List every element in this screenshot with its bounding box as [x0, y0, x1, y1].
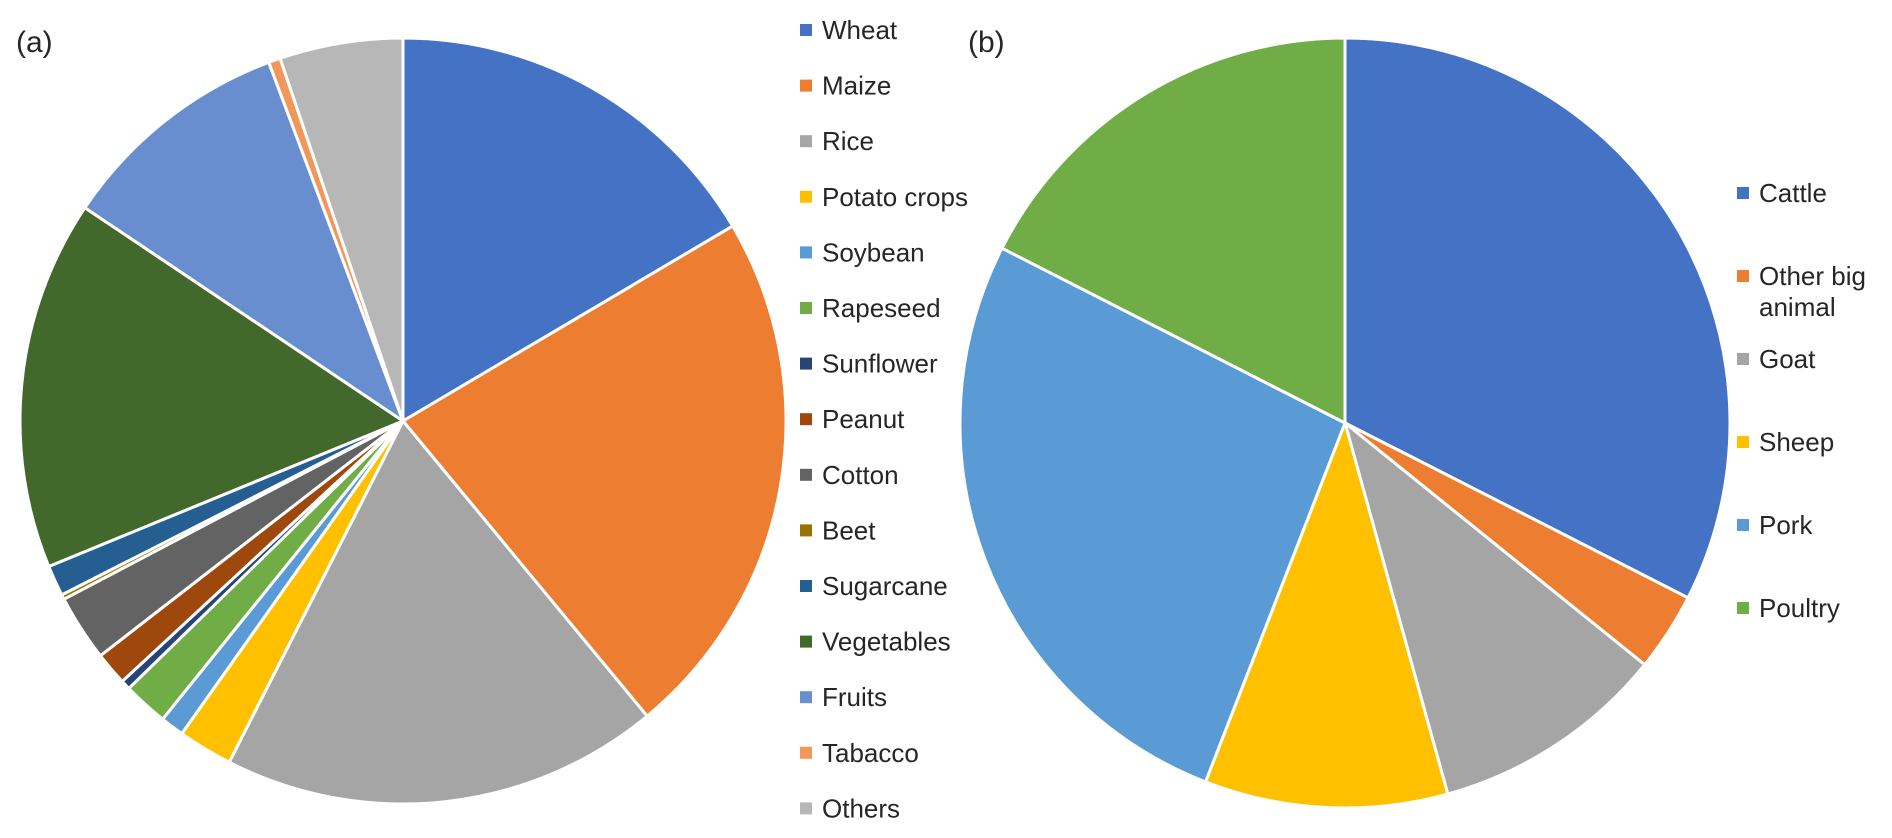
chart-a: (a) Wheat Maize Rice Potato crops Soybean Rap… — [16, 15, 968, 823]
legend-item-rice: Rice — [800, 126, 874, 156]
legend-label: Cattle — [1759, 178, 1827, 208]
pie-slice-poultry — [1000, 36, 1347, 425]
legend-swatch — [800, 302, 812, 314]
legend-swatch — [1737, 519, 1749, 531]
pie-slice-sheep — [1204, 421, 1450, 810]
legend-swatch — [800, 413, 812, 426]
legend-label: Others — [822, 793, 900, 823]
legend-swatch — [800, 79, 812, 92]
legend-item-tabacco: Tabacco — [800, 738, 919, 768]
legend-label: Rapeseed — [822, 293, 941, 323]
legend-swatch — [800, 691, 812, 704]
legend-label: Wheat — [822, 15, 898, 45]
legend-label: Maize — [822, 71, 891, 101]
legend-label: Rice — [822, 126, 874, 156]
legend-item-pork: Pork — [1737, 510, 1813, 540]
legend-b: Cattle Other big animal Goat Sheep Pork Poultr… — [1737, 178, 1866, 623]
pie-slice-cattle — [1343, 36, 1732, 600]
legend-swatch — [800, 635, 812, 648]
legend-label: Pork — [1759, 510, 1813, 540]
legend-item-sheep: Sheep — [1737, 427, 1834, 457]
legend-item-cotton: Cotton — [800, 460, 899, 490]
legend-item-other-big-animal: Other big animal — [1737, 261, 1866, 322]
legend-swatch — [800, 746, 812, 759]
pie-slice-rice — [227, 419, 649, 806]
legend-swatch — [800, 524, 812, 537]
legend-label: Sheep — [1759, 427, 1834, 457]
legend-item-soybean: Soybean — [800, 237, 925, 267]
pie-slice-wheat — [401, 36, 735, 423]
legend-label: Fruits — [822, 682, 887, 712]
legend-swatch — [800, 357, 812, 370]
legend-label: Other big animal — [1759, 261, 1866, 322]
legend-label: Tabacco — [822, 738, 919, 768]
legend-item-others: Others — [800, 793, 900, 823]
legend-item-sunflower: Sunflower — [800, 349, 938, 379]
legend-item-peanut: Peanut — [800, 404, 905, 434]
legend-item-fruits: Fruits — [800, 682, 887, 712]
panel-label-b: (b) — [968, 26, 1005, 59]
legend-item-sugarcane: Sugarcane — [800, 571, 948, 601]
legend-swatch — [800, 468, 812, 481]
legend-label: Beet — [822, 515, 876, 545]
legend-swatch — [800, 802, 812, 815]
chart-b: (b) Cattle Other big animal Goat Sheep Pork Po… — [958, 26, 1866, 810]
legend-swatch — [1737, 436, 1749, 448]
legend-label: Cotton — [822, 460, 899, 490]
pie-slice-maize — [401, 224, 788, 718]
panel-label-a: (a) — [16, 26, 53, 59]
legend-item-vegetables: Vegetables — [800, 627, 951, 657]
legend-item-rapeseed: Rapeseed — [800, 293, 941, 323]
legend-swatch — [800, 580, 812, 592]
legend-swatch — [800, 24, 812, 36]
legend-label: Goat — [1759, 344, 1816, 374]
pie-slice-pork — [958, 246, 1347, 784]
pie-a — [18, 36, 788, 806]
legend-swatch — [1737, 353, 1749, 365]
legend-swatch — [800, 135, 812, 148]
pie-slice-fruits — [83, 60, 405, 423]
legend-swatch — [1737, 270, 1749, 282]
pie-b — [958, 36, 1732, 810]
legend-swatch — [1737, 602, 1749, 614]
legend-label: Peanut — [822, 404, 905, 434]
legend-label: Potato crops — [822, 182, 968, 212]
legend-item-cattle: Cattle — [1737, 178, 1827, 208]
legend-item-maize: Maize — [800, 71, 891, 101]
legend-label: Sugarcane — [822, 571, 948, 601]
legend-item-potato-crops: Potato crops — [800, 182, 968, 212]
legend-item-goat: Goat — [1737, 344, 1816, 374]
legend-item-poultry: Poultry — [1737, 593, 1840, 623]
pie-slice-others — [278, 36, 405, 423]
legend-label: Soybean — [822, 237, 925, 267]
legend-item-wheat: Wheat — [800, 15, 898, 45]
legend-a: Wheat Maize Rice Potato crops Soybean Rapesee… — [800, 15, 968, 823]
legend-label: Vegetables — [822, 627, 951, 657]
legend-label: Poultry — [1759, 593, 1840, 623]
legend-swatch — [1737, 187, 1749, 199]
pie-slice-vegetables — [18, 206, 405, 568]
legend-swatch — [800, 190, 812, 203]
pie-slice-goat — [1343, 421, 1647, 796]
legend-swatch — [800, 246, 812, 259]
legend-item-beet: Beet — [800, 515, 876, 545]
legend-label: Sunflower — [822, 349, 938, 379]
